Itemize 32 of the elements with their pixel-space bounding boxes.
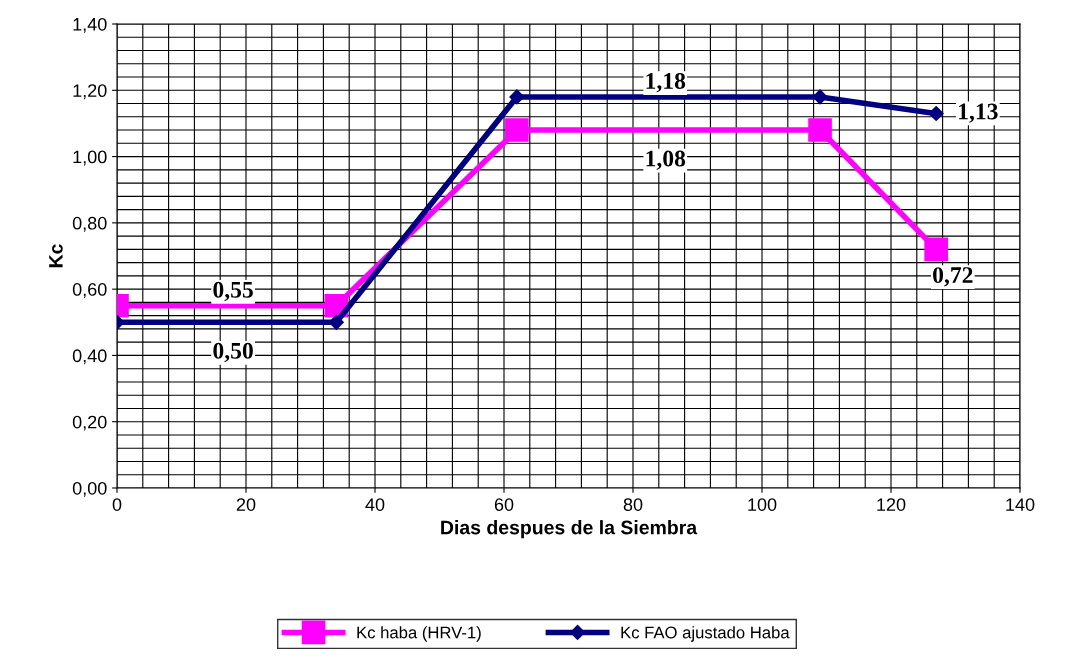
legend-label: Kc FAO ajustado Haba: [621, 626, 790, 642]
annotation: 1,18: [646, 73, 686, 93]
point: [924, 237, 948, 262]
y-tick-label: 0,00: [72, 481, 107, 497]
x-tick-label: 20: [236, 498, 256, 511]
x-tick-label: 100: [748, 498, 777, 511]
annotation: 1,08: [646, 150, 686, 170]
x-tick-label: 120: [877, 498, 906, 511]
point: [928, 105, 944, 122]
x-tick-label: 40: [365, 498, 385, 511]
x-tick-label: 60: [494, 498, 514, 511]
y-tick-label: 0,80: [72, 216, 107, 232]
point: [808, 118, 832, 142]
point: [509, 89, 525, 105]
annotation: 1,13: [959, 103, 998, 123]
annotation: 0,55: [213, 281, 253, 302]
x-tick-label: 80: [623, 498, 643, 511]
legend-label: Kc haba (HRV-1): [357, 626, 481, 642]
point: [505, 118, 529, 142]
annotation: 0,50: [213, 342, 253, 363]
y-tick-label: 0,40: [72, 349, 107, 365]
y-axis-title: Kc: [49, 244, 63, 268]
y-tick-label: 0,60: [72, 283, 107, 298]
point: [812, 89, 828, 105]
annotation: 0,72: [933, 267, 973, 287]
y-tick-label: 1,00: [73, 150, 107, 166]
y-tick-label: 1,40: [73, 17, 107, 33]
x-tick-label: 140: [1006, 498, 1035, 511]
x-tick-label: 0: [112, 498, 122, 511]
y-tick-label: 1,20: [73, 84, 107, 100]
y-tick-label: 0,20: [72, 415, 107, 431]
x-axis-title: Dias despues de la Siembra: [441, 520, 698, 539]
